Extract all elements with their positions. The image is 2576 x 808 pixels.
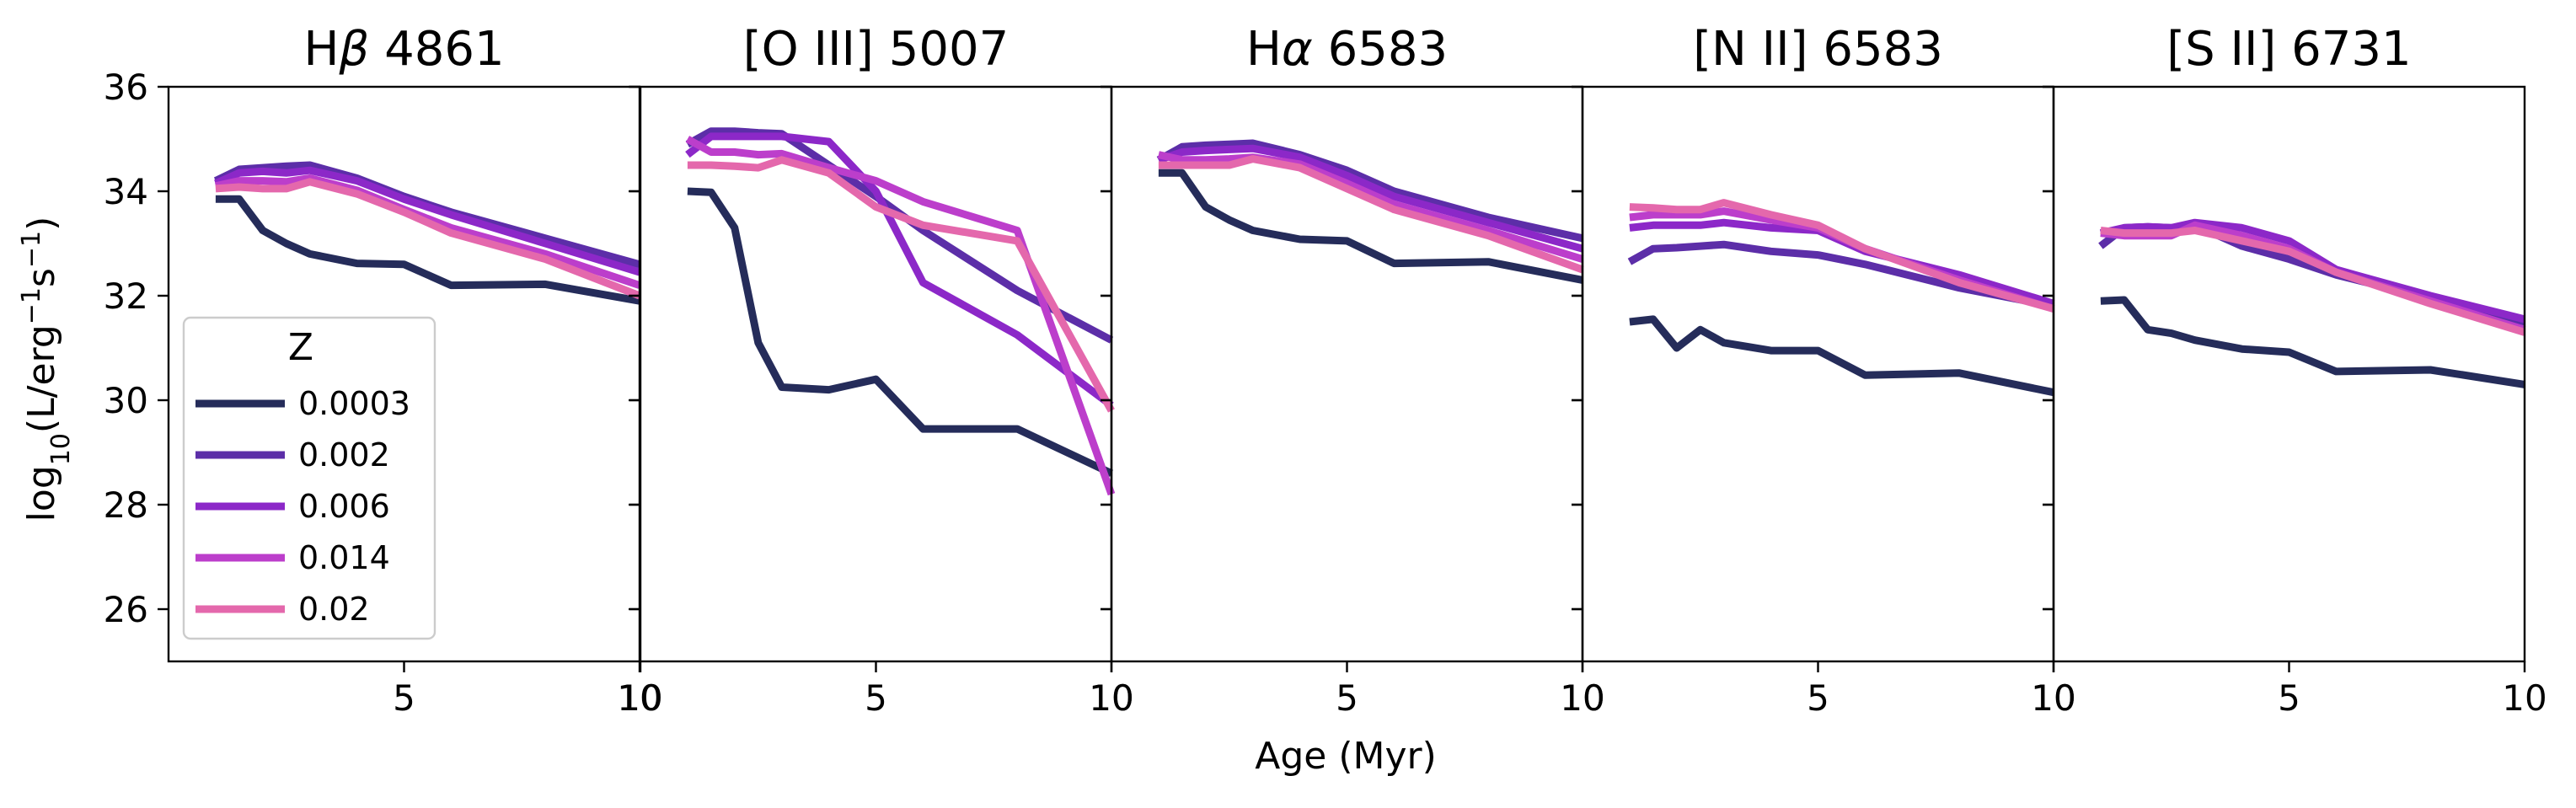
- x-tick-label: 10: [1560, 677, 1604, 719]
- panel-frame: [639, 85, 1113, 663]
- x-tick-label: 10: [2031, 677, 2075, 719]
- legend-label: 0.006: [298, 488, 390, 525]
- legend-title: Z: [288, 326, 313, 369]
- y-tick-label: 36: [104, 67, 148, 108]
- x-tick-label: 5: [1336, 677, 1358, 719]
- x-tick-label: 10: [1089, 677, 1133, 719]
- legend-label: 0.014: [298, 539, 390, 576]
- panel-title: [O III] 5007: [743, 22, 1009, 77]
- series-line-0.006: [1157, 144, 1584, 253]
- panel-3: 10 5 10 Hα 6583: [1089, 22, 1604, 719]
- series-line-0.0003: [2100, 296, 2525, 388]
- series-line-0.006: [685, 132, 1114, 409]
- x-tick-label: 5: [865, 677, 887, 719]
- panel-5: 10 5 10 [S II] 6731: [2031, 22, 2547, 719]
- y-tick-label: 34: [104, 171, 148, 212]
- legend: Z 0.0003 0.002 0.006 0.014 0.02: [182, 316, 436, 640]
- series-line-0.02: [2100, 227, 2526, 336]
- panel-title: Hβ 4861: [303, 22, 504, 77]
- y-tick-label: 26: [104, 589, 148, 630]
- panel-4: 10 5 10 [N II] 6583: [1560, 22, 2075, 719]
- series-line-0.006: [214, 166, 641, 276]
- x-tick-label: 10: [617, 677, 661, 719]
- panel-2: 10 5 10 [O III] 5007: [618, 22, 1133, 719]
- series-line-0.002: [685, 127, 1114, 344]
- series-line-0.002: [1627, 240, 2054, 310]
- series-line-0.02: [215, 178, 641, 300]
- series-line-0.014: [685, 136, 1116, 496]
- panel-title: Hα 6583: [1246, 22, 1448, 77]
- series-line-0.02: [687, 156, 1115, 413]
- series-line-0.02: [1629, 199, 2055, 313]
- x-tick-label: 5: [393, 677, 415, 719]
- panel-title: [N II] 6583: [1693, 22, 1943, 77]
- x-tick-label: 10: [2031, 677, 2075, 719]
- x-tick-label: 5: [1807, 677, 1829, 719]
- series-line-0.02: [1158, 155, 1584, 274]
- legend-label: 0.0003: [298, 385, 410, 422]
- x-tick-label: 10: [618, 677, 662, 719]
- y-tick-label: 28: [104, 484, 148, 526]
- panel-title: [S II] 6731: [2166, 22, 2411, 77]
- x-tick-label: 10: [2502, 677, 2547, 719]
- series-line-0.0003: [687, 187, 1113, 477]
- x-tick-label: 10: [1089, 677, 1133, 719]
- y-axis-label: log10(L/erg−1s−1): [17, 217, 76, 522]
- legend-label: 0.02: [298, 591, 370, 628]
- x-axis-label: Age (Myr): [1255, 735, 1437, 778]
- x-tick-label: 10: [1560, 677, 1604, 719]
- series-line-0.0003: [1629, 315, 2054, 397]
- series-line-0.0003: [215, 195, 640, 305]
- panel-1: 26 28 30 32 34 36 5 10 Hβ 4861: [104, 22, 662, 719]
- x-tick-label: 5: [2278, 677, 2300, 719]
- y-tick-label: 30: [104, 380, 148, 421]
- y-tick-label: 32: [104, 276, 148, 317]
- legend-label: 0.002: [298, 436, 390, 474]
- series-line-0.0003: [1158, 169, 1583, 284]
- series-line-0.002: [1156, 139, 1583, 243]
